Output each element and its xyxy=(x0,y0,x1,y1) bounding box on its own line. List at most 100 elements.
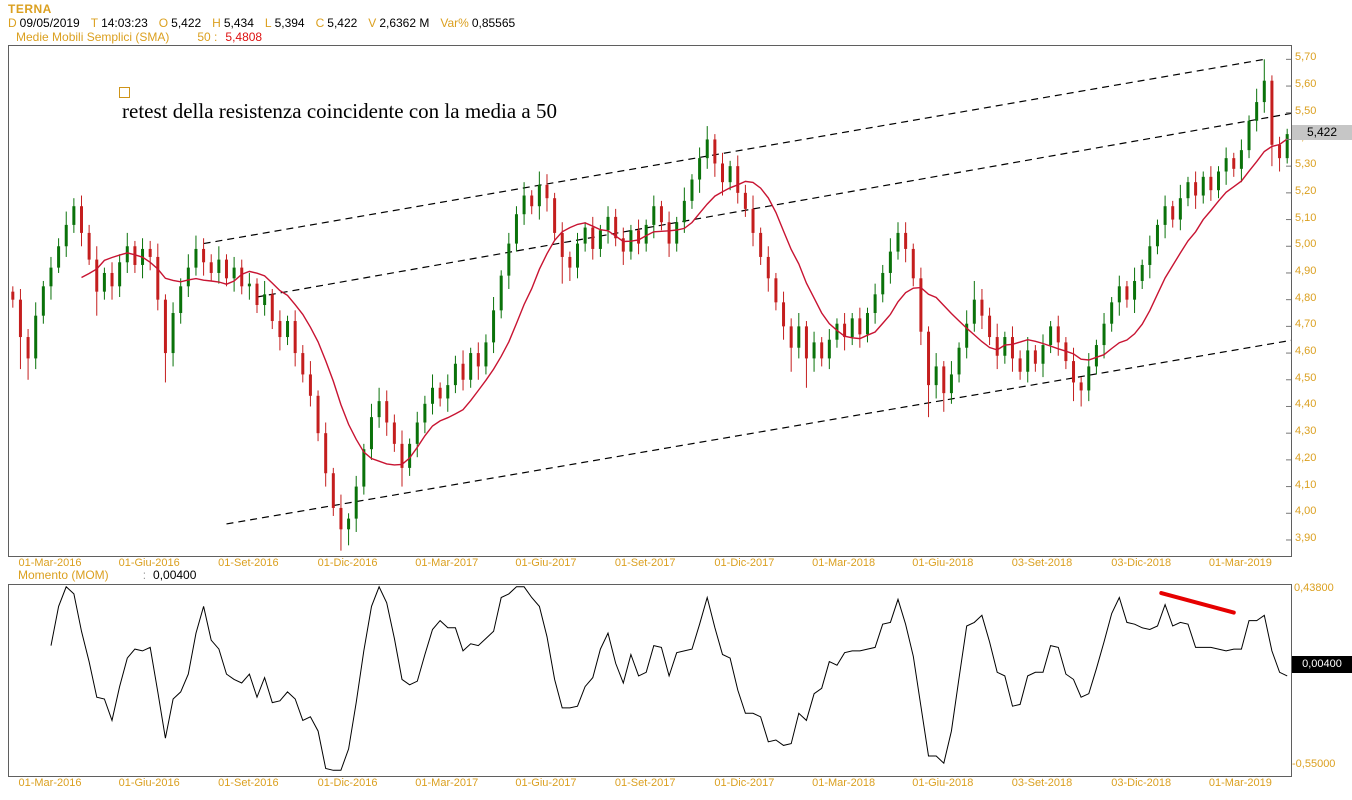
candle-body xyxy=(415,422,419,444)
momentum-chart-panel[interactable] xyxy=(8,584,1292,777)
candle-body xyxy=(369,417,373,450)
date-tick-label: 01-Giu-2018 xyxy=(912,557,974,569)
candle-body xyxy=(1262,80,1266,103)
candle-body xyxy=(339,507,343,530)
candle-body xyxy=(1209,176,1213,191)
candle-body xyxy=(392,422,396,444)
candle-body xyxy=(865,313,869,335)
candle-body xyxy=(812,342,816,359)
candle-body xyxy=(217,259,221,273)
candle-body xyxy=(614,216,618,239)
channel-trendline[interactable] xyxy=(226,339,1291,525)
date-tick-label: 01-Giu-2017 xyxy=(515,557,577,569)
date-tick-label: 03-Set-2018 xyxy=(1011,777,1073,789)
candle-body xyxy=(927,331,931,386)
momentum-indicator-header: Momento (MOM):0,00400 xyxy=(18,568,196,582)
candle-body xyxy=(423,403,427,423)
sma-label: Medie Mobili Semplici (SMA) xyxy=(16,30,170,44)
candle-body xyxy=(751,208,755,233)
candle-body xyxy=(1079,382,1083,391)
candle-body xyxy=(408,443,412,468)
candle-body xyxy=(316,395,320,434)
date-tick-label: 01-Dic-2017 xyxy=(714,557,775,569)
price-chart-canvas[interactable] xyxy=(9,46,1291,556)
momentum-chart-canvas[interactable] xyxy=(9,585,1291,776)
price-tick-label: 4,10 xyxy=(1295,478,1317,491)
candle-body xyxy=(675,222,679,244)
price-chart-panel[interactable]: retest della resistenza coincidente con … xyxy=(8,45,1292,557)
momentum-trendline-annotation[interactable] xyxy=(1159,591,1236,615)
sma-indicator-line: Medie Mobili Semplici (SMA) 50 : 5,4808 xyxy=(16,30,262,44)
candle-body xyxy=(728,166,732,183)
candle-body xyxy=(1155,224,1159,247)
candle-body xyxy=(568,256,572,268)
candle-body xyxy=(202,248,206,263)
quote-value: 14:03:23 xyxy=(101,16,148,30)
price-tick-label: 5,20 xyxy=(1295,184,1317,197)
date-tick-label: 01-Set-2016 xyxy=(218,557,279,569)
candle-body xyxy=(644,224,648,244)
chart-annotation[interactable]: retest della resistenza coincidente con … xyxy=(119,87,557,124)
price-tick-label: 5,70 xyxy=(1295,51,1317,64)
candle-body xyxy=(537,184,541,207)
date-tick-label: 01-Mar-2016 xyxy=(18,557,82,569)
candle-body xyxy=(919,278,923,332)
price-tick-label: 3,90 xyxy=(1295,531,1317,544)
momentum-separator: : xyxy=(142,568,147,582)
momentum-min-label: -0,55000 xyxy=(1292,757,1336,770)
candle-body xyxy=(1171,206,1175,220)
candle-body xyxy=(736,166,740,193)
quote-value: 5,394 xyxy=(274,16,305,30)
price-tick-label: 4,40 xyxy=(1295,398,1317,411)
momentum-indicator-label: Momento (MOM) xyxy=(18,568,109,582)
candle-body xyxy=(583,227,587,244)
date-tick-label: 03-Dic-2018 xyxy=(1111,777,1172,789)
candle-body xyxy=(1102,323,1106,346)
date-axis-main: 01-Mar-2016 01-Giu-2016 01-Set-2016 01-Dic-… xyxy=(0,557,1352,571)
symbol-title: TERNA xyxy=(8,2,52,16)
candle-body xyxy=(179,286,183,314)
sma-period: 50 : xyxy=(197,30,218,44)
candle-body xyxy=(156,256,160,300)
date-tick-label: 01-Mar-2019 xyxy=(1208,557,1272,569)
candle-body xyxy=(26,337,30,359)
candle-body xyxy=(1255,102,1259,121)
candle-body xyxy=(308,374,312,396)
candle-body xyxy=(774,278,778,303)
candle-body xyxy=(1140,264,1144,281)
candle-body xyxy=(682,200,686,223)
candle-body xyxy=(461,363,465,380)
price-tick-label: 4,80 xyxy=(1295,291,1317,304)
date-tick-label: 01-Mar-2019 xyxy=(1208,777,1272,789)
date-tick-label: 01-Mar-2017 xyxy=(415,557,479,569)
candle-body xyxy=(278,321,282,338)
last-price-value: 5,422 xyxy=(1306,124,1338,139)
annotation-anchor-square[interactable] xyxy=(119,87,130,98)
candle-body xyxy=(232,267,236,279)
candle-body xyxy=(446,385,450,399)
candle-body xyxy=(911,248,915,279)
candle-body xyxy=(1217,171,1221,191)
channel-trendlines xyxy=(203,58,1291,525)
candle-body xyxy=(1094,345,1098,367)
date-tick-label: 01-Mar-2018 xyxy=(812,777,876,789)
candle-body xyxy=(331,473,335,508)
date-tick-label: 01-Giu-2016 xyxy=(118,557,180,569)
date-tick-label: 01-Set-2017 xyxy=(614,777,676,789)
candle-body xyxy=(499,275,503,311)
candle-body xyxy=(698,158,702,180)
momentum-value-box: 0,00400 xyxy=(1292,656,1352,674)
candle-body xyxy=(957,347,961,375)
candle-body xyxy=(598,230,602,249)
channel-trendline[interactable] xyxy=(256,112,1291,298)
date-tick-label: 01-Set-2017 xyxy=(614,557,676,569)
candle-body xyxy=(1232,158,1236,169)
candle-body xyxy=(1133,280,1137,300)
candle-body xyxy=(41,286,45,316)
price-tick-label: 5,10 xyxy=(1295,211,1317,224)
candle-body xyxy=(507,243,511,276)
candle-body xyxy=(1018,358,1022,372)
candle-body xyxy=(896,232,900,252)
candle-body xyxy=(118,262,122,287)
candle-body xyxy=(362,449,366,487)
